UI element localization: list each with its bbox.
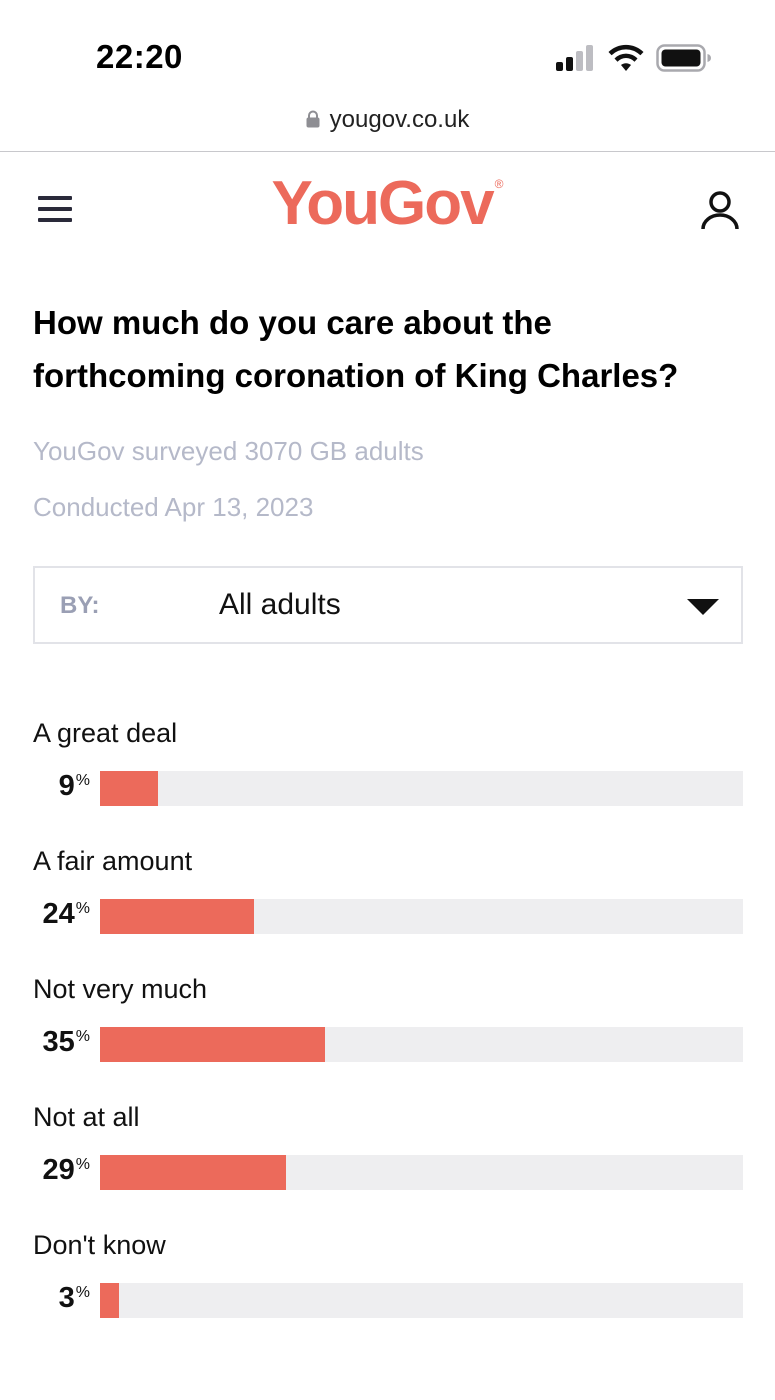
- result-row: Not very much 35%: [0, 968, 775, 1096]
- percent-sign: %: [75, 772, 90, 789]
- status-bar: 22:20: [0, 0, 775, 100]
- battery-icon: [656, 44, 711, 72]
- result-label: A great deal: [33, 718, 178, 748]
- result-percentage: 9%: [0, 770, 90, 803]
- bar-fill: [100, 771, 158, 806]
- yougov-logo[interactable]: YouGov ®: [0, 168, 775, 239]
- bar-fill: [100, 1283, 119, 1318]
- result-value: 35: [42, 1026, 75, 1058]
- bar-fill: [100, 899, 254, 934]
- result-value: 3: [58, 1282, 75, 1314]
- percent-sign: %: [75, 1284, 90, 1301]
- bar-fill: [100, 1155, 286, 1190]
- menu-icon[interactable]: [38, 196, 72, 222]
- survey-respondents: YouGov surveyed 3070 GB adults: [33, 436, 424, 466]
- lock-icon: [306, 110, 320, 128]
- result-percentage: 24%: [0, 898, 91, 931]
- result-row: Not at all 29%: [0, 1096, 775, 1224]
- percent-sign: %: [75, 900, 90, 917]
- result-row: A fair amount 24%: [0, 840, 775, 968]
- status-time: 22:20: [96, 38, 183, 75]
- bar-fill: [100, 1027, 325, 1062]
- logo-text: YouGov: [271, 169, 495, 238]
- survey-question: How much do you care about the forthcomi…: [33, 304, 679, 394]
- url-text: yougov.co.uk: [329, 106, 470, 133]
- result-value: 29: [42, 1154, 75, 1186]
- bar-track: [100, 1155, 743, 1190]
- result-row: A great deal 9%: [0, 712, 775, 840]
- bar-track: [100, 899, 743, 934]
- site-header: YouGov ®: [0, 152, 775, 267]
- bar-track: [100, 1283, 743, 1318]
- result-value: 24: [42, 898, 75, 930]
- registered-mark: ®: [494, 177, 504, 191]
- audience-filter-dropdown[interactable]: BY: All adults: [33, 566, 743, 644]
- bar-track: [100, 1027, 743, 1062]
- percent-sign: %: [75, 1028, 90, 1045]
- result-percentage: 29%: [0, 1154, 91, 1187]
- result-row: Don't know 3%: [0, 1224, 775, 1352]
- wifi-icon: [608, 44, 644, 71]
- result-label: Not at all: [33, 1102, 140, 1132]
- result-label: Not very much: [33, 974, 208, 1004]
- signal-icon: [556, 45, 596, 71]
- result-value: 9: [58, 770, 75, 802]
- filter-value: All adults: [219, 588, 341, 621]
- result-label: Don't know: [33, 1230, 166, 1260]
- survey-date: Conducted Apr 13, 2023: [33, 492, 314, 522]
- bar-track: [100, 771, 743, 806]
- address-bar[interactable]: yougov.co.uk: [0, 100, 775, 152]
- account-icon[interactable]: [700, 190, 740, 230]
- filter-label: BY:: [60, 592, 100, 619]
- caret-down-icon: [687, 599, 719, 615]
- percent-sign: %: [75, 1156, 90, 1173]
- result-percentage: 3%: [0, 1282, 90, 1315]
- result-label: A fair amount: [33, 846, 193, 876]
- result-percentage: 35%: [0, 1026, 91, 1059]
